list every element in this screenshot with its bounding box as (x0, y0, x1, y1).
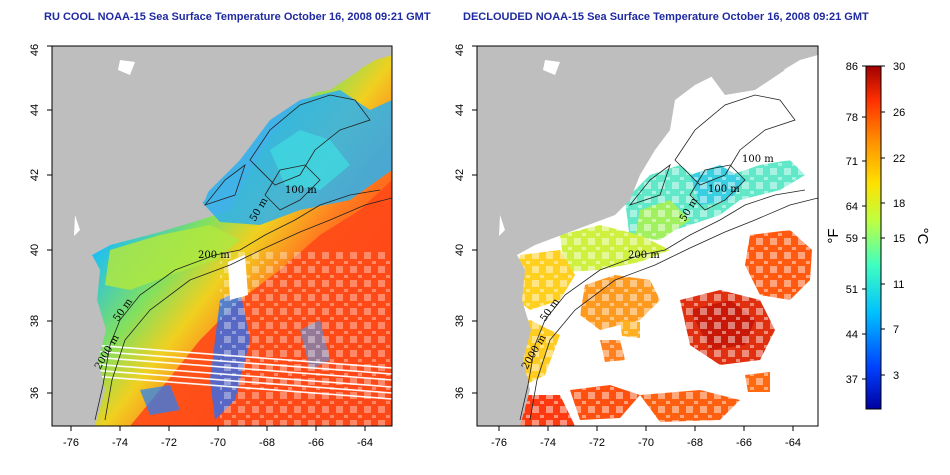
colorbar-c-tick-3: 3 (893, 370, 899, 382)
right-lat-tick-44: 44 (454, 104, 466, 116)
right-lat-tick-36: 36 (454, 387, 466, 399)
left-contour-label-3: 200 m (198, 250, 230, 261)
colorbar-c-tick-15: 15 (893, 233, 905, 245)
colorbar-fahrenheit-unit: °F (825, 228, 842, 243)
right-lon-tick-76: -76 (491, 437, 507, 449)
left-contour-label-1: 100 m (285, 185, 317, 196)
left-lon-tick-66: -66 (308, 437, 324, 449)
right-lon-tick-68: -68 (687, 437, 703, 449)
colorbar-f-tick-78: 78 (846, 112, 858, 124)
left-map-image (52, 46, 392, 426)
colorbar-c-tick-18: 18 (893, 198, 905, 210)
right-map-panel: 100 m 100 m 50 m 200 m 50 m 2000 m (454, 44, 819, 449)
colorbar-c-tick-30: 30 (893, 61, 905, 73)
right-lat-tick-42: 42 (454, 169, 466, 181)
right-contour-label-4: 200 m (628, 250, 660, 261)
right-lat-tick-40: 40 (454, 244, 466, 256)
right-lon-tick-64: -64 (785, 437, 801, 449)
left-map-panel: 100 m 50 m 200 m 50 m 2000 m (29, 44, 393, 449)
colorbar-c-tick-22: 22 (893, 153, 905, 165)
colorbar-c-tick-7: 7 (893, 324, 899, 336)
colorbar-gradient (865, 65, 882, 410)
left-lon-tick-68: -68 (259, 437, 275, 449)
right-lon-tick-74: -74 (540, 437, 556, 449)
left-lat-tick-36: 36 (29, 387, 41, 399)
colorbar-f-tick-51: 51 (846, 284, 858, 296)
colorbar-c-tick-26: 26 (893, 107, 905, 119)
right-lat-tick-46: 46 (454, 44, 466, 56)
colorbar-f-tick-86: 86 (846, 61, 858, 73)
left-lat-tick-40: 40 (29, 244, 41, 256)
colorbar-f-tick-37: 37 (846, 374, 858, 386)
colorbar-c-tick-11: 11 (893, 279, 904, 291)
left-panel-title: RU COOL NOAA-15 Sea Surface Temperature … (44, 11, 431, 23)
right-contour-label-2: 100 m (708, 184, 740, 195)
left-lat-tick-42: 42 (29, 169, 41, 181)
colorbar-celsius-unit: °C (914, 228, 931, 245)
right-lon-tick-70: -70 (638, 437, 654, 449)
left-lon-tick-76: -76 (63, 437, 79, 449)
right-panel-title: DECLOUDED NOAA-15 Sea Surface Temperatur… (463, 11, 869, 23)
left-lat-tick-46: 46 (29, 44, 41, 56)
right-lat-tick-38: 38 (454, 315, 466, 327)
colorbar: 86 78 71 64 59 51 44 37 30 26 22 18 15 1… (825, 61, 931, 410)
left-lat-tick-44: 44 (29, 104, 41, 116)
right-lon-tick-66: -66 (736, 437, 752, 449)
left-lon-tick-64: -64 (357, 437, 373, 449)
colorbar-f-tick-64: 64 (846, 201, 858, 213)
right-contour-label-1: 100 m (742, 154, 774, 165)
left-lon-tick-74: -74 (112, 437, 128, 449)
left-lat-tick-38: 38 (29, 315, 41, 327)
right-map-image (477, 46, 818, 426)
right-lon-tick-72: -72 (589, 437, 605, 449)
colorbar-f-tick-44: 44 (846, 329, 858, 341)
left-lon-tick-70: -70 (210, 437, 226, 449)
colorbar-f-tick-59: 59 (846, 233, 858, 245)
left-lon-tick-72: -72 (161, 437, 177, 449)
colorbar-f-tick-71: 71 (846, 156, 858, 168)
